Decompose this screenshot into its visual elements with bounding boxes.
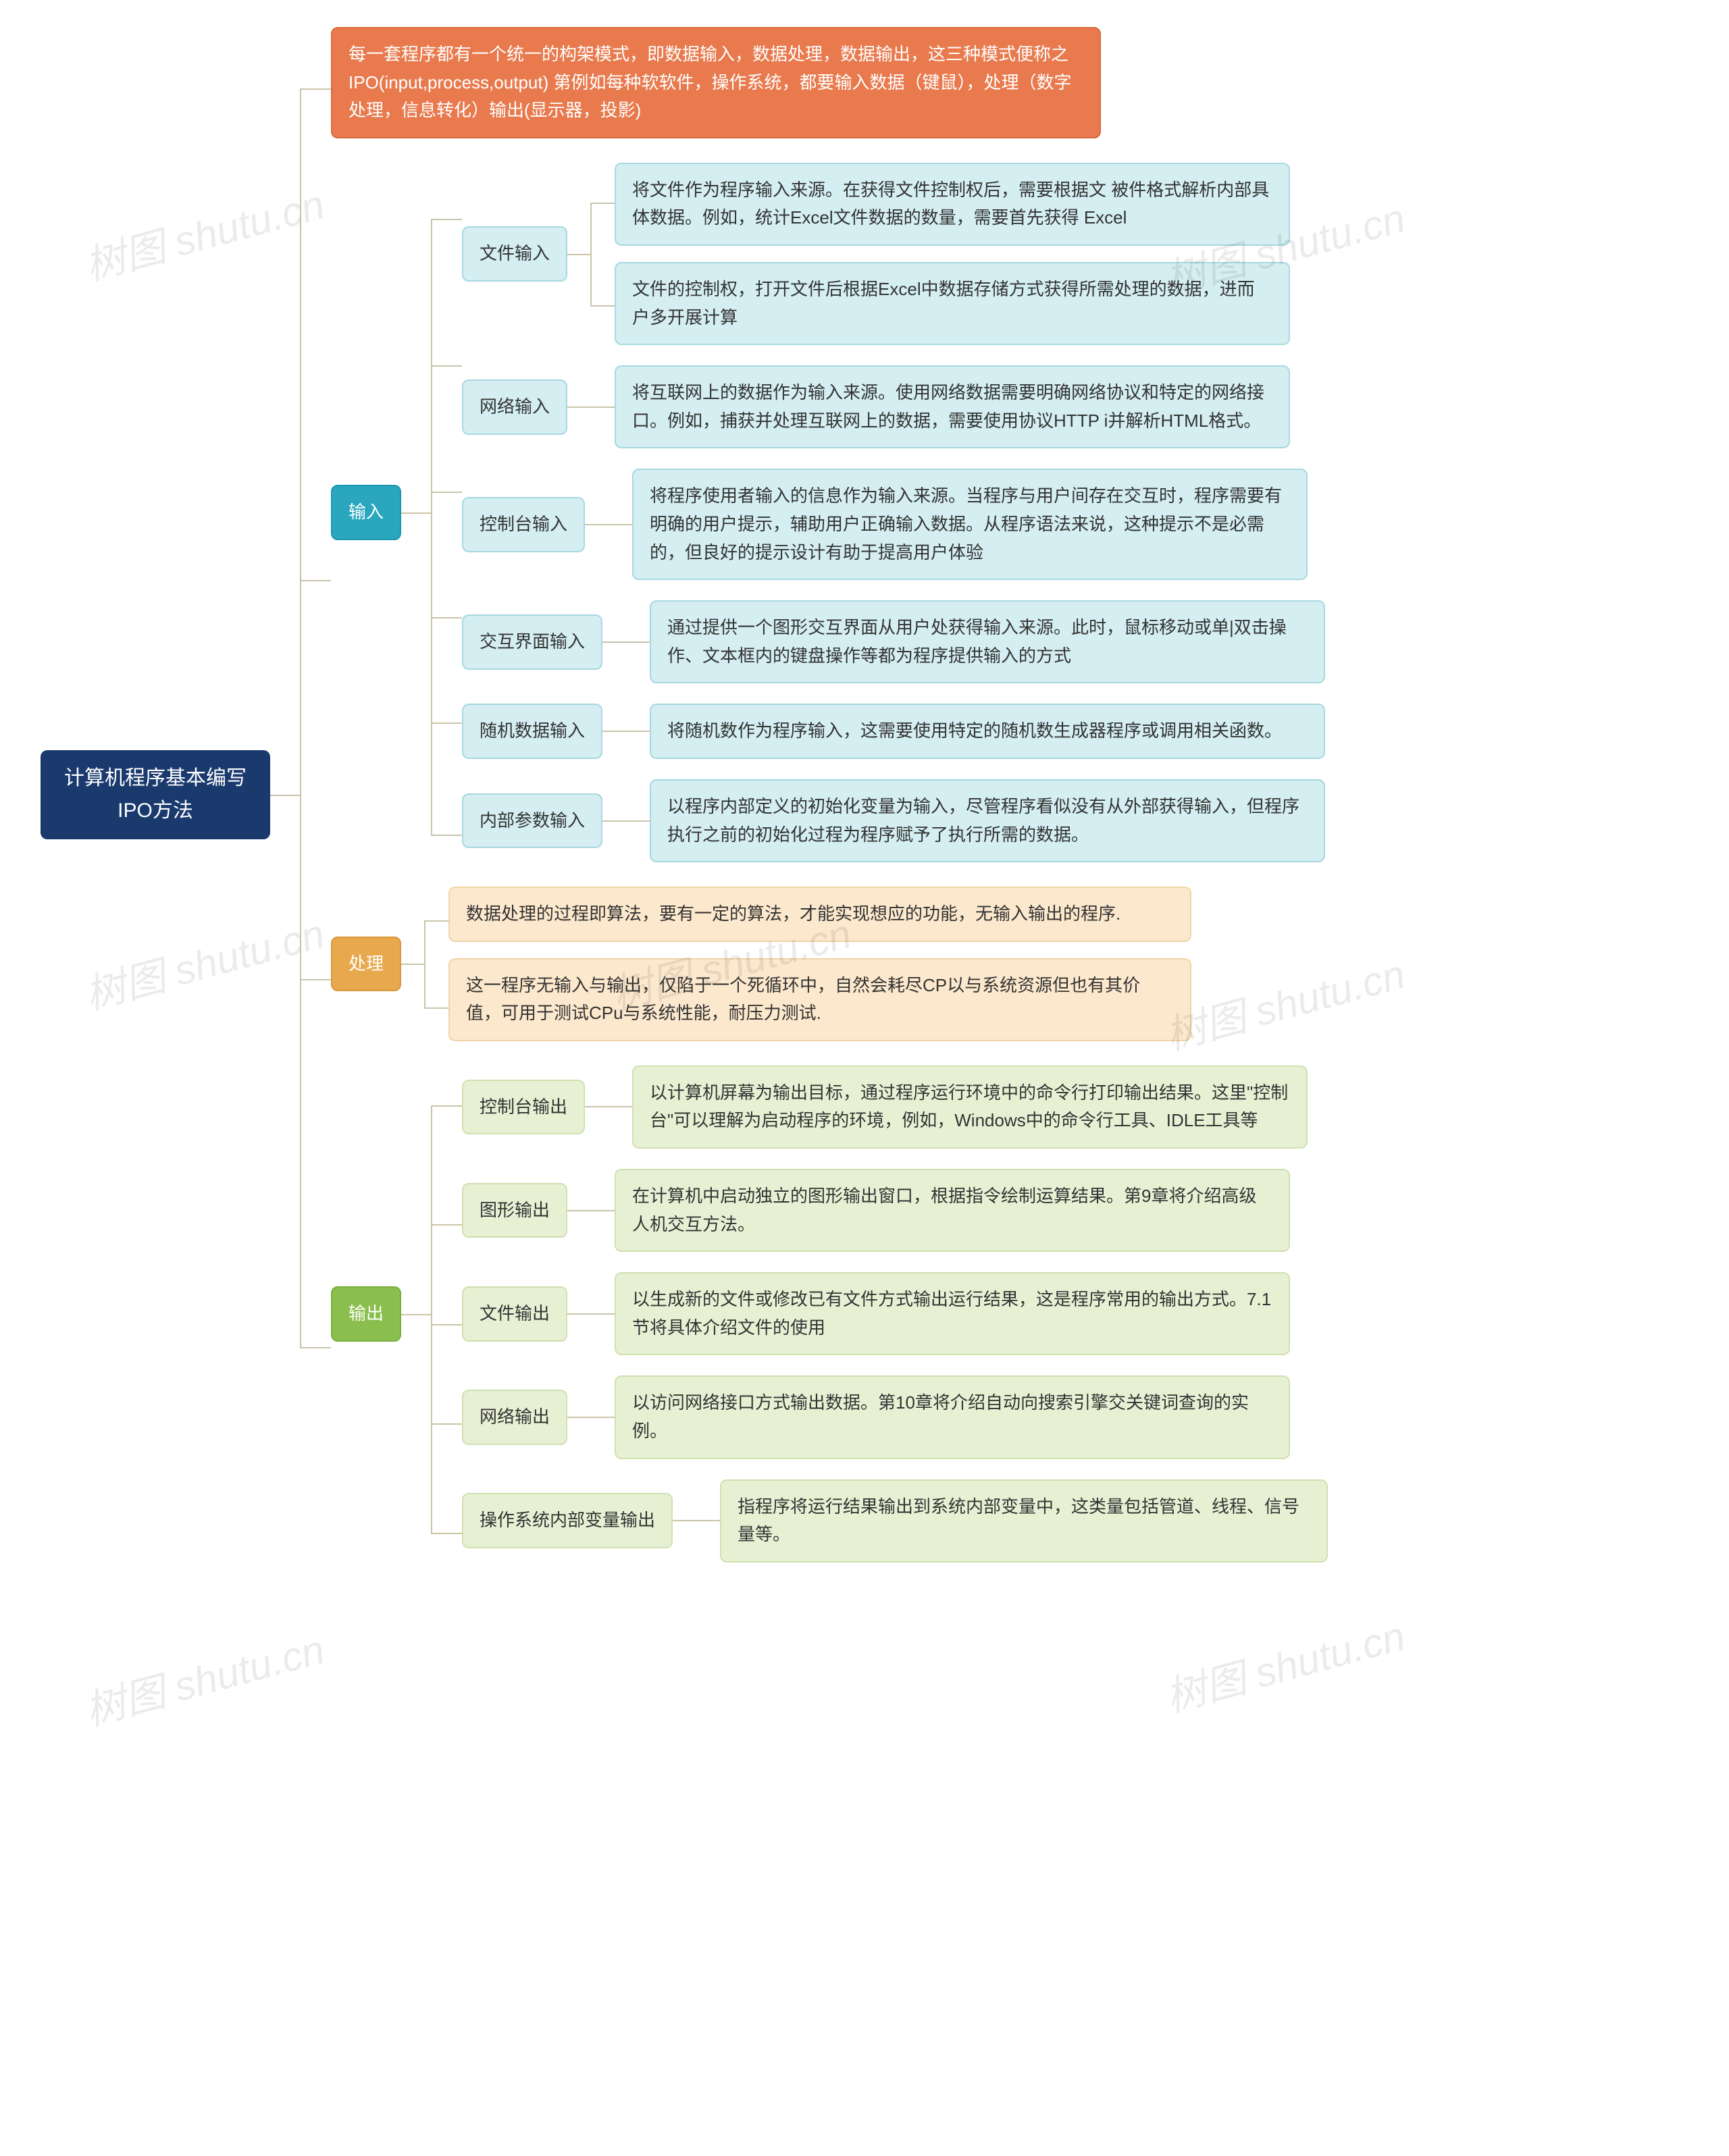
connector [567,406,615,408]
leaf-node: 以访问网络接口方式输出数据。第10章将介绍自动向搜索引擎交关键词查询的实例。 [615,1375,1290,1458]
leaf-node: 指程序将运行结果输出到系统内部变量中，这类量包括管道、线程、信号量等。 [720,1479,1328,1562]
intro-branch: 每一套程序都有一个统一的构架模式，即数据输入，数据处理，数据输出，这三种模式便称… [331,27,1328,138]
connector [585,1106,632,1107]
input-node: 输入 [331,485,401,540]
watermark: 树图 shutu.cn [1158,1603,1411,1723]
input-children: 文件输入 将文件作为程序输入来源。在获得文件控制权后，需要根据文 被件格式解析内… [462,163,1325,862]
connector [567,1417,615,1418]
input-child-row: 控制台输入 将程序使用者输入的信息作为输入来源。当程序与用户间存在交互时，程序需… [462,469,1325,580]
input-connector [401,163,462,862]
output-network-node: 网络输出 [462,1390,567,1445]
connector [673,1520,720,1521]
leaf-node: 将随机数作为程序输入，这需要使用特定的随机数生成器程序或调用相关函数。 [650,704,1325,759]
output-child-row: 网络输出 以访问网络接口方式输出数据。第10章将介绍自动向搜索引擎交关键词查询的… [462,1375,1328,1458]
leaf-node: 将文件作为程序输入来源。在获得文件控制权后，需要根据文 被件格式解析内部具体数据… [615,163,1290,246]
output-connector [401,1066,462,1562]
input-console-node: 控制台输入 [462,497,585,552]
input-child-row: 随机数据输入 将随机数作为程序输入，这需要使用特定的随机数生成器程序或调用相关函… [462,704,1325,759]
leaf-node: 这一程序无输入与输出，仅陷于一个死循环中，自然会耗尽CP以与系统资源但也有其价值… [448,958,1191,1041]
output-child-row: 图形输出 在计算机中启动独立的图形输出窗口，根据指令绘制运算结果。第9章将介绍高… [462,1169,1328,1252]
connector [602,820,650,822]
process-connector [401,887,448,1041]
connector [567,1210,615,1211]
output-children: 控制台输出 以计算机屏幕为输出目标，通过程序运行环境中的命令行打印输出结果。这里… [462,1066,1328,1562]
connector [602,641,650,643]
root-node: 计算机程序基本编写IPO方法 [41,750,270,839]
input-child-row: 交互界面输入 通过提供一个图形交互界面从用户处获得输入来源。此时，鼠标移动或单|… [462,600,1325,683]
branches: 每一套程序都有一个统一的构架模式，即数据输入，数据处理，数据输出，这三种模式便称… [331,27,1328,1562]
input-internal-node: 内部参数输入 [462,793,602,849]
output-child-row: 文件输出 以生成新的文件或修改已有文件方式输出运行结果，这是程序常用的输出方式。… [462,1272,1328,1355]
leaf-node: 以程序内部定义的初始化变量为输入，尽管程序看似没有从外部获得输入，但程序执行之前… [650,779,1325,862]
connector [567,163,615,345]
process-leaves: 数据处理的过程即算法，要有一定的算法，才能实现想应的功能，无输入输出的程序. 这… [448,887,1191,1041]
input-child-row: 文件输入 将文件作为程序输入来源。在获得文件控制权后，需要根据文 被件格式解析内… [462,163,1325,345]
leaf-node: 通过提供一个图形交互界面从用户处获得输入来源。此时，鼠标移动或单|双击操作、文本… [650,600,1325,683]
output-branch: 输出 控制台输出 以计算机屏幕为输出目标，通过程序运行环境中的命令行打印输出结果… [331,1066,1328,1562]
leaf-node: 文件的控制权，打开文件后根据Excel中数据存储方式获得所需处理的数据，进而 户… [615,262,1290,345]
connector [567,1313,615,1315]
mindmap-root-container: 计算机程序基本编写IPO方法 每一套程序都有一个统一的构架模式，即数据输入，数据… [41,27,1688,1562]
input-network-node: 网络输入 [462,379,567,435]
leaf-node: 数据处理的过程即算法，要有一定的算法，才能实现想应的功能，无输入输出的程序. [448,887,1191,942]
input-file-leaves: 将文件作为程序输入来源。在获得文件控制权后，需要根据文 被件格式解析内部具体数据… [615,163,1290,345]
output-node: 输出 [331,1286,401,1342]
input-gui-node: 交互界面输入 [462,614,602,670]
root-connector [270,27,331,1562]
input-child-row: 内部参数输入 以程序内部定义的初始化变量为输入，尽管程序看似没有从外部获得输入，… [462,779,1325,862]
leaf-node: 以计算机屏幕为输出目标，通过程序运行环境中的命令行打印输出结果。这里"控制台"可… [632,1066,1308,1149]
process-branch: 处理 数据处理的过程即算法，要有一定的算法，才能实现想应的功能，无输入输出的程序… [331,887,1328,1041]
output-graphic-node: 图形输出 [462,1183,567,1238]
leaf-node: 以生成新的文件或修改已有文件方式输出运行结果，这是程序常用的输出方式。7.1节将… [615,1272,1290,1355]
output-file-node: 文件输出 [462,1286,567,1342]
output-osvar-node: 操作系统内部变量输出 [462,1493,673,1548]
output-console-node: 控制台输出 [462,1080,585,1135]
leaf-node: 将程序使用者输入的信息作为输入来源。当程序与用户间存在交互时，程序需要有明确的用… [632,469,1308,580]
connector [602,731,650,732]
watermark: 树图 shutu.cn [78,1616,330,1737]
intro-node: 每一套程序都有一个统一的构架模式，即数据输入，数据处理，数据输出，这三种模式便称… [331,27,1101,138]
output-child-row: 控制台输出 以计算机屏幕为输出目标，通过程序运行环境中的命令行打印输出结果。这里… [462,1066,1328,1149]
output-child-row: 操作系统内部变量输出 指程序将运行结果输出到系统内部变量中，这类量包括管道、线程… [462,1479,1328,1562]
input-branch: 输入 文件输入 [331,163,1328,862]
leaf-node: 在计算机中启动独立的图形输出窗口，根据指令绘制运算结果。第9章将介绍高级人机交互… [615,1169,1290,1252]
input-child-row: 网络输入 将互联网上的数据作为输入来源。使用网络数据需要明确网络协议和特定的网络… [462,365,1325,448]
process-node: 处理 [331,937,401,992]
leaf-node: 将互联网上的数据作为输入来源。使用网络数据需要明确网络协议和特定的网络接口。例如… [615,365,1290,448]
input-random-node: 随机数据输入 [462,704,602,759]
input-file-node: 文件输入 [462,226,567,282]
connector [585,524,632,525]
